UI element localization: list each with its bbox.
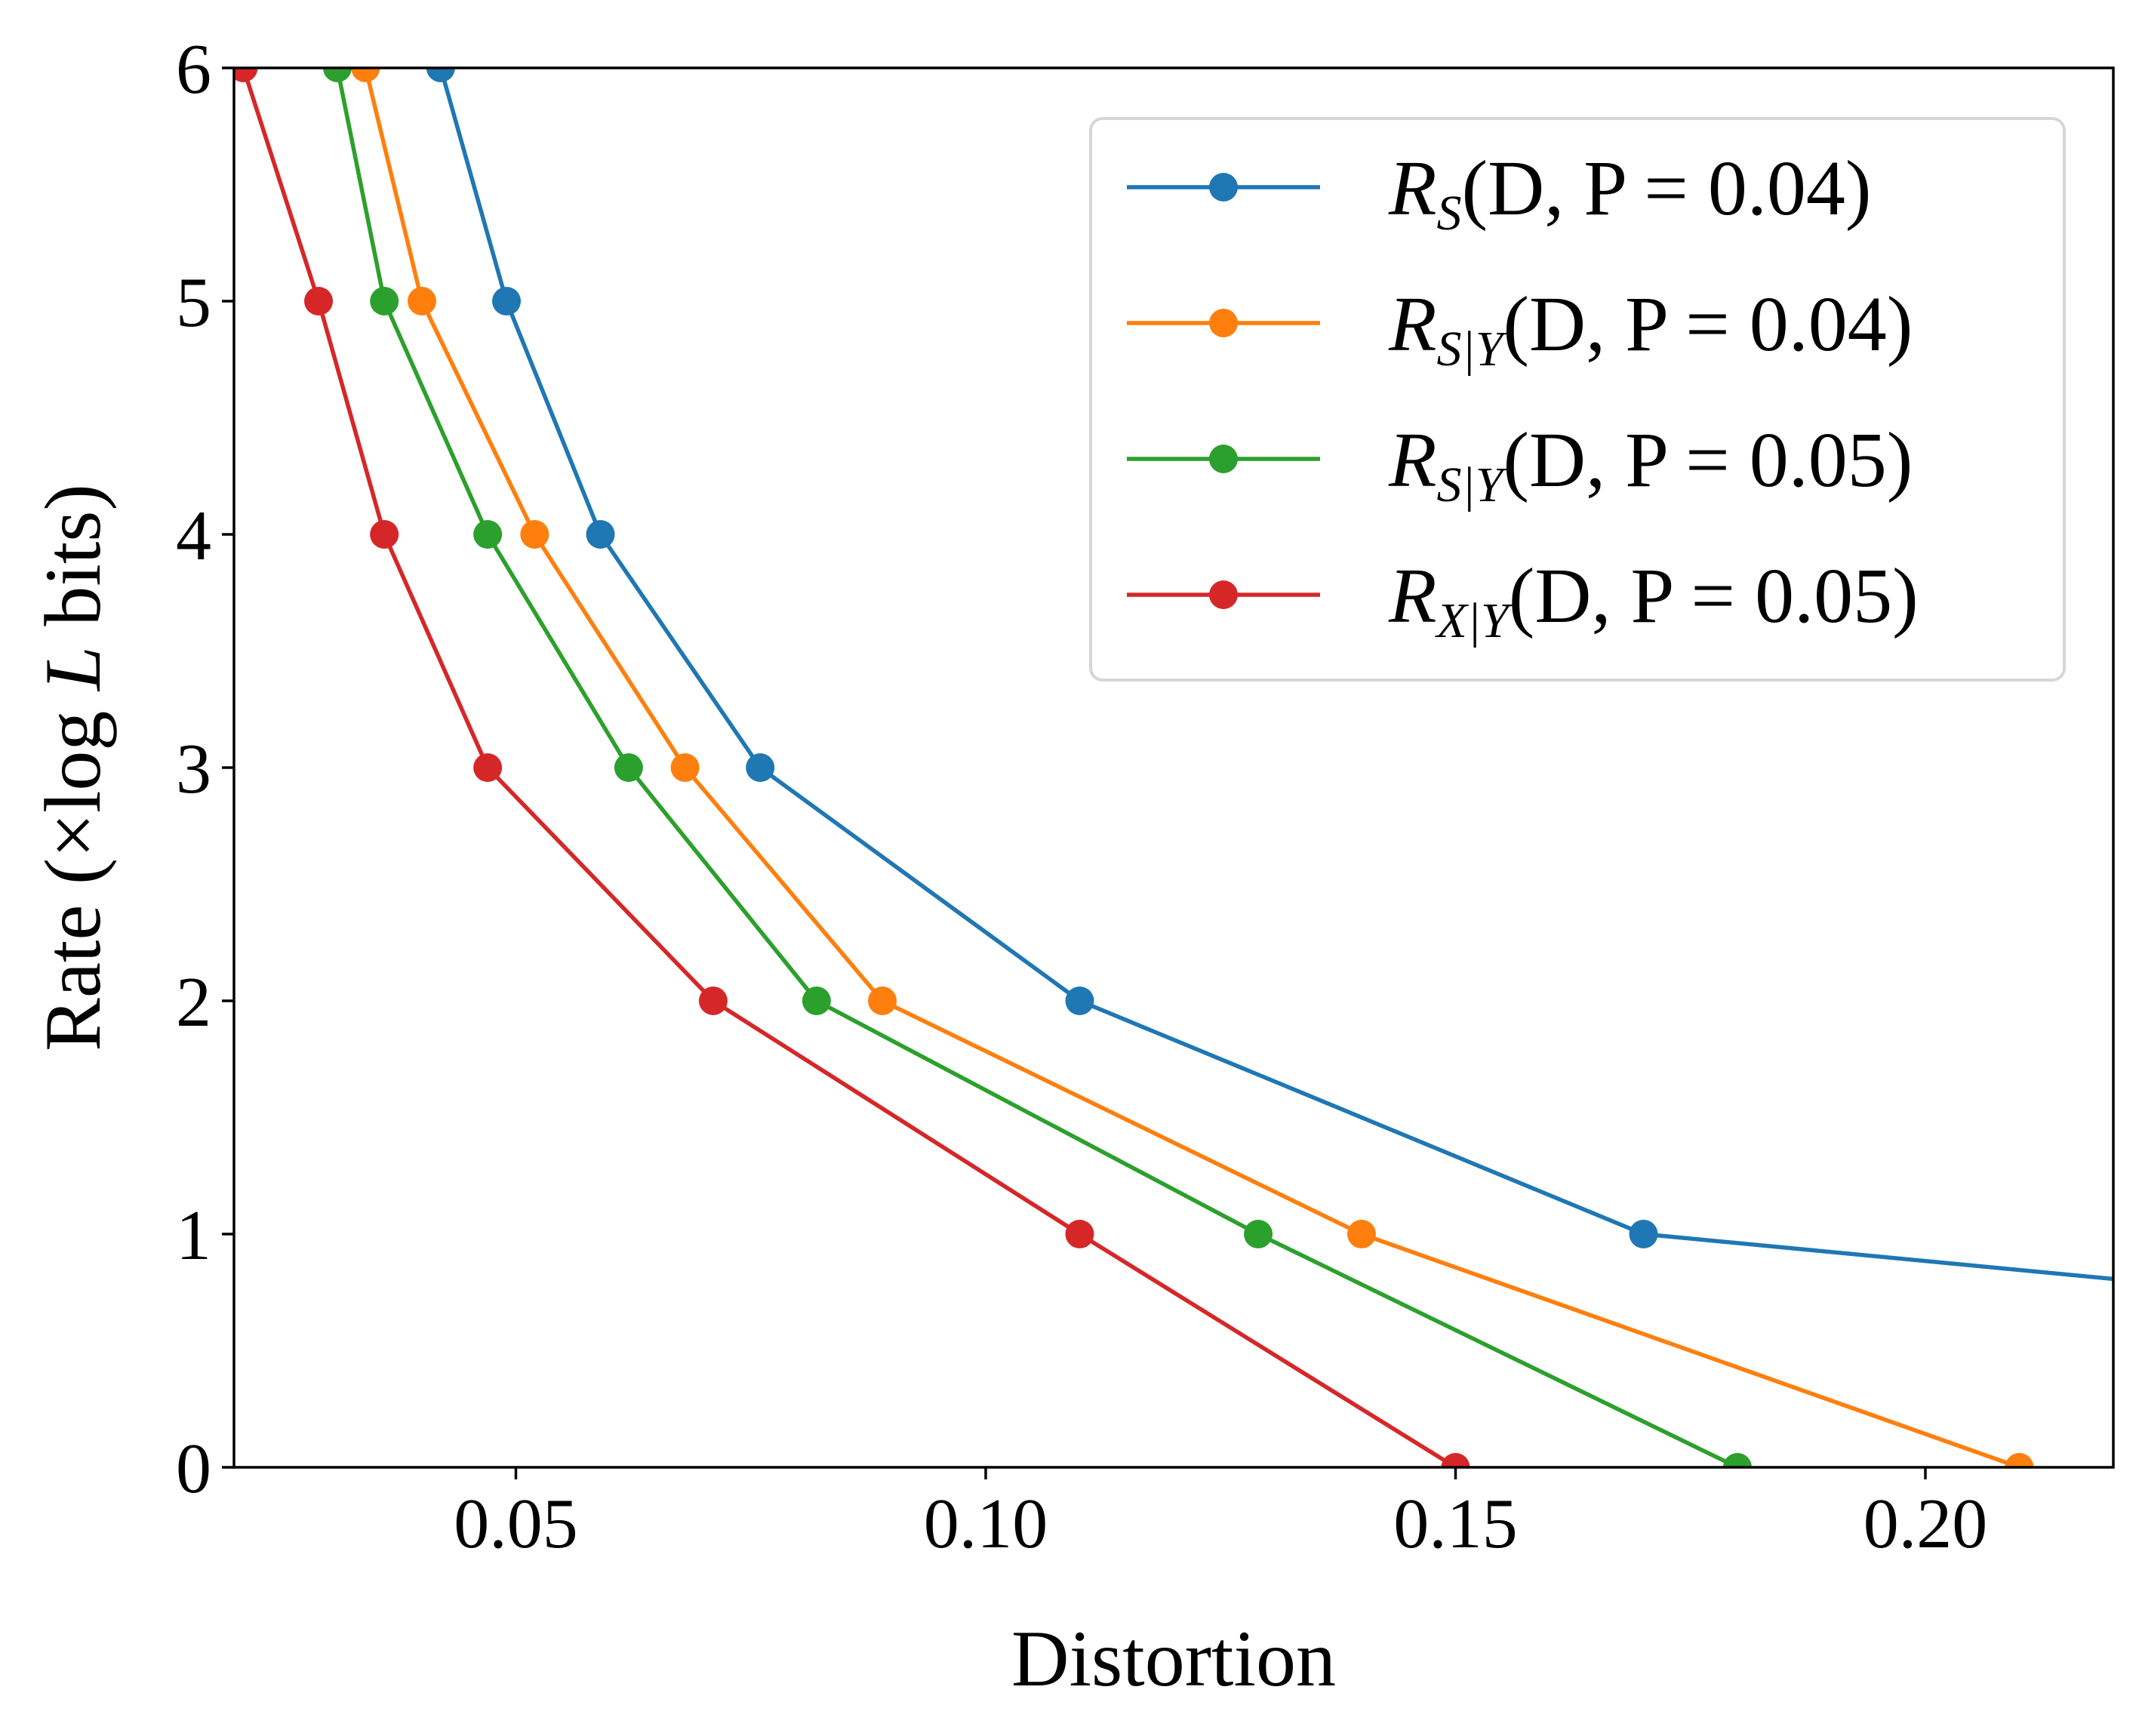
data-point — [1065, 987, 1094, 1015]
y-tick-label: 0 — [176, 1430, 211, 1508]
legend-label-args: (D, P = 0.04) — [1462, 145, 1872, 232]
y-axis-title-prefix: Rate (×log — [29, 691, 117, 1051]
data-point — [1629, 1220, 1658, 1248]
y-axis-ticks: 0 1 2 3 4 5 6 — [176, 30, 234, 1508]
x-tick-label: 0.15 — [1393, 1485, 1518, 1563]
legend-label: RX|Y(D, P = 0.05) — [1388, 553, 1919, 648]
data-point — [698, 987, 728, 1015]
y-axis-title-suffix: bits) — [29, 484, 117, 646]
data-point — [746, 753, 775, 782]
legend-label-main: R — [1388, 145, 1437, 232]
x-axis-ticks: 0.05 0.10 0.15 0.20 — [454, 1467, 1987, 1563]
x-axis-title: Distortion — [1011, 1614, 1336, 1703]
data-point — [802, 987, 831, 1015]
y-tick-label: 5 — [176, 263, 211, 342]
legend-marker — [1209, 445, 1238, 473]
data-point — [473, 753, 503, 782]
x-tick-label: 0.10 — [924, 1485, 1048, 1563]
data-point — [426, 68, 455, 82]
legend-marker — [1209, 173, 1238, 202]
y-tick-label: 6 — [176, 30, 211, 109]
series-layer — [234, 68, 2113, 1467]
legend-label-subscript: S|Y — [1437, 322, 1508, 377]
y-axis-title: Rate (×log L bits) — [29, 484, 117, 1051]
data-point — [2005, 1453, 2034, 1467]
x-tick-label: 0.20 — [1863, 1485, 1988, 1563]
data-point — [586, 520, 615, 549]
legend-marker — [1209, 580, 1238, 609]
legend-label-main: R — [1388, 553, 1437, 639]
data-point — [670, 753, 700, 782]
data-point — [868, 987, 897, 1015]
data-point — [1723, 1453, 1752, 1467]
legend-marker — [1209, 309, 1238, 337]
data-point — [370, 287, 399, 315]
data-point — [492, 287, 522, 315]
data-point — [1441, 1453, 1470, 1467]
legend-box — [1089, 117, 2066, 682]
y-tick-label: 4 — [176, 497, 211, 575]
data-point — [1347, 1220, 1376, 1248]
legend-label-args: (D, P = 0.05) — [1509, 553, 1919, 639]
legend-label-main: R — [1388, 417, 1437, 503]
y-tick-label: 3 — [176, 730, 211, 808]
legend-label-args: (D, P = 0.04) — [1503, 281, 1913, 368]
legend-label-main: R — [1388, 281, 1437, 368]
data-point — [520, 520, 549, 549]
legend-label: RS(D, P = 0.04) — [1388, 145, 1872, 241]
legend-label-subscript: X|Y — [1435, 593, 1513, 648]
data-point — [408, 287, 436, 315]
legend-label-args: (D, P = 0.05) — [1503, 417, 1913, 503]
y-tick-label: 2 — [176, 963, 211, 1042]
legend-label-subscript: S|Y — [1437, 457, 1508, 512]
y-axis-title-var: L — [29, 646, 117, 692]
legend-label-subscript: S — [1437, 186, 1462, 241]
data-point — [322, 68, 352, 82]
data-point — [370, 520, 399, 549]
data-point — [1065, 1220, 1094, 1248]
data-point — [304, 287, 334, 315]
data-point — [473, 520, 503, 549]
data-point — [614, 753, 643, 782]
data-point — [1244, 1220, 1273, 1248]
legend-label: RS|Y(D, P = 0.04) — [1388, 281, 1913, 377]
legend-label: RS|Y(D, P = 0.05) — [1388, 417, 1913, 512]
y-tick-label: 1 — [176, 1196, 211, 1275]
legend: RS(D, P = 0.04)RS|Y(D, P = 0.04)RS|Y(D, … — [1089, 117, 2066, 682]
data-point — [351, 68, 380, 82]
data-point — [234, 68, 258, 82]
x-tick-label: 0.05 — [454, 1485, 578, 1563]
